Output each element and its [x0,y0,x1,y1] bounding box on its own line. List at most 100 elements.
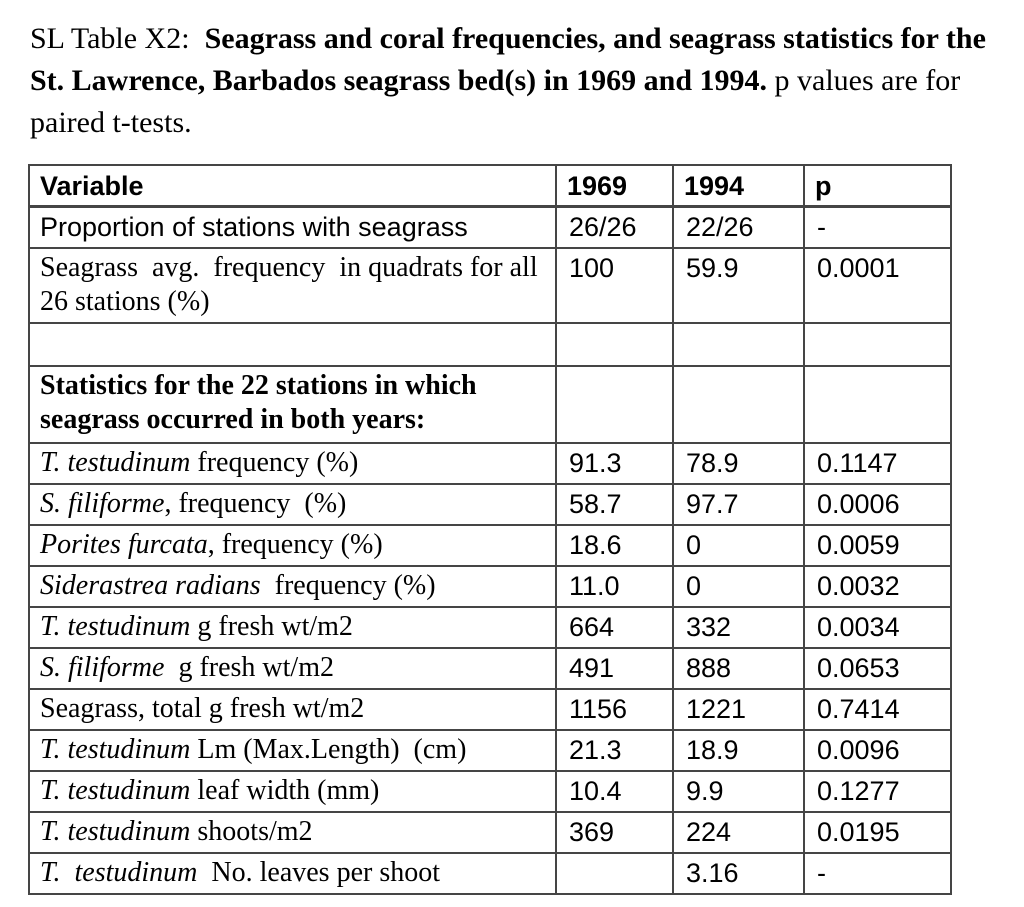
variable-cell [28,322,557,367]
value-1969-cell: 10.4 [555,770,674,813]
label-text: frequency (%) [190,447,359,478]
value-1994-cell: 22/26 [672,205,805,249]
value-1969-cell: 100 [555,247,674,324]
value-1969-cell: 58.7 [555,483,674,526]
species-name: S. filiforme [40,652,165,683]
p-value-cell: - [803,852,952,895]
table-row: T. testudinum Lm (Max.Length) (cm) 21.3 18… [28,729,952,772]
variable-cell: Porites furcata, frequency (%) [28,524,557,567]
variable-cell: T. testudinum shoots/m2 [28,811,557,854]
value-1994-cell: 224 [672,811,805,854]
variable-cell: T. testudinum No. leaves per shoot [28,852,557,895]
label-text: g fresh wt/m2 [164,652,334,683]
caption-prefix: SL Table X2: [30,22,205,55]
value-1969-cell [555,852,674,895]
variable-cell: T. testudinum leaf width (mm) [28,770,557,813]
species-name: T. testudinum [40,816,191,847]
value-1994-cell: 332 [672,606,805,649]
label-text: leaf width (mm) [190,775,380,806]
variable-cell: T. testudinum g fresh wt/m2 [28,606,557,649]
value-1994-cell: 78.9 [672,442,805,485]
table-row: Proportion of stations with seagrass 26/2… [28,205,952,249]
p-value-cell [803,322,952,367]
column-header-1969: 1969 [555,164,674,208]
p-value-cell: 0.7414 [803,688,952,731]
value-1994-cell: 0 [672,565,805,608]
label-text: shoots/m2 [190,816,313,847]
p-value-cell: 0.1277 [803,770,952,813]
variable-cell: T. testudinum Lm (Max.Length) (cm) [28,729,557,772]
spacer-row [28,322,952,367]
value-1994-cell: 97.7 [672,483,805,526]
table-row: S. filiforme, frequency (%) 58.7 97.7 0.000… [28,483,952,526]
column-header-1994: 1994 [672,164,805,208]
table-row: T. testudinum frequency (%) 91.3 78.9 0.114… [28,442,952,485]
variable-cell: S. filiforme g fresh wt/m2 [28,647,557,690]
value-1969-cell: 91.3 [555,442,674,485]
label-text: g fresh wt/m2 [190,611,353,642]
label-text: Seagrass, total g fresh wt/m2 [40,693,365,724]
table-row: T. testudinum shoots/m2 369 224 0.0195 [28,811,952,854]
value-1994-cell: 1221 [672,688,805,731]
species-name: T. testudinum [40,775,191,806]
variable-cell: Seagrass avg. frequency in quadrats for … [28,247,557,324]
variable-cell: Siderastrea radians frequency (%) [28,565,557,608]
column-header-p: p [803,164,952,208]
p-value-cell: 0.1147 [803,442,952,485]
table-row: Porites furcata, frequency (%) 18.6 0 0.005… [28,524,952,567]
p-value-cell: 0.0653 [803,647,952,690]
label-text: , frequency (%) [207,529,383,560]
species-name: T. testudinum [40,611,191,642]
value-1969-cell: 1156 [555,688,674,731]
variable-cell: Seagrass, total g fresh wt/m2 [28,688,557,731]
label-text: Lm (Max.Length) (cm) [190,734,467,765]
table-row: Seagrass avg. frequency in quadrats for … [28,247,952,324]
p-value-cell: - [803,205,952,249]
table-row: T. testudinum leaf width (mm) 10.4 9.9 0.12… [28,770,952,813]
table-header-row: Variable 1969 1994 p [28,164,952,208]
column-header-variable: Variable [28,164,557,208]
value-1994-cell: 59.9 [672,247,805,324]
p-value-cell: 0.0032 [803,565,952,608]
p-value-cell: 0.0001 [803,247,952,324]
label-text: Seagrass avg. frequency in quadrats for … [40,252,545,317]
species-name: Siderastrea radians [40,570,261,601]
value-1994-cell: 3.16 [672,852,805,895]
value-1969-cell: 11.0 [555,565,674,608]
p-value-cell: 0.0006 [803,483,952,526]
value-1969-cell [555,322,674,367]
table-row: Seagrass, total g fresh wt/m2 1156 1221 0.7… [28,688,952,731]
species-name: T. testudinum [40,857,198,888]
value-1994-cell [672,365,805,444]
variable-cell: Statistics for the 22 stations in which … [28,365,557,444]
p-value-cell [803,365,952,444]
label-text: frequency (%) [260,570,436,601]
value-1994-cell: 9.9 [672,770,805,813]
table-row: S. filiforme g fresh wt/m2 491 888 0.0653 [28,647,952,690]
species-name: T. testudinum [40,447,191,478]
value-1969-cell: 21.3 [555,729,674,772]
value-1994-cell: 888 [672,647,805,690]
label-text: No. leaves per shoot [197,857,440,888]
p-value-cell: 0.0195 [803,811,952,854]
species-name: T. testudinum [40,734,191,765]
variable-cell: Proportion of stations with seagrass [28,205,557,249]
p-value-cell: 0.0034 [803,606,952,649]
caption-suffix: p values are for paired t-tests. [30,64,968,139]
table-row: T. testudinum g fresh wt/m2 664 332 0.0034 [28,606,952,649]
variable-cell: S. filiforme, frequency (%) [28,483,557,526]
value-1994-cell: 18.9 [672,729,805,772]
table-row: T. testudinum No. leaves per shoot 3.16- [28,852,952,895]
value-1994-cell: 0 [672,524,805,567]
value-1969-cell: 18.6 [555,524,674,567]
value-1969-cell: 664 [555,606,674,649]
label-text: Proportion of stations with seagrass [40,212,468,242]
value-1994-cell [672,322,805,367]
caption-bold-title: Seagrass and coral frequencies, and seag… [30,22,994,97]
table-caption: SL Table X2: Seagrass and coral frequenc… [0,0,1020,144]
section-row: Statistics for the 22 stations in which … [28,365,952,444]
value-1969-cell: 491 [555,647,674,690]
value-1969-cell: 369 [555,811,674,854]
p-value-cell: 0.0096 [803,729,952,772]
